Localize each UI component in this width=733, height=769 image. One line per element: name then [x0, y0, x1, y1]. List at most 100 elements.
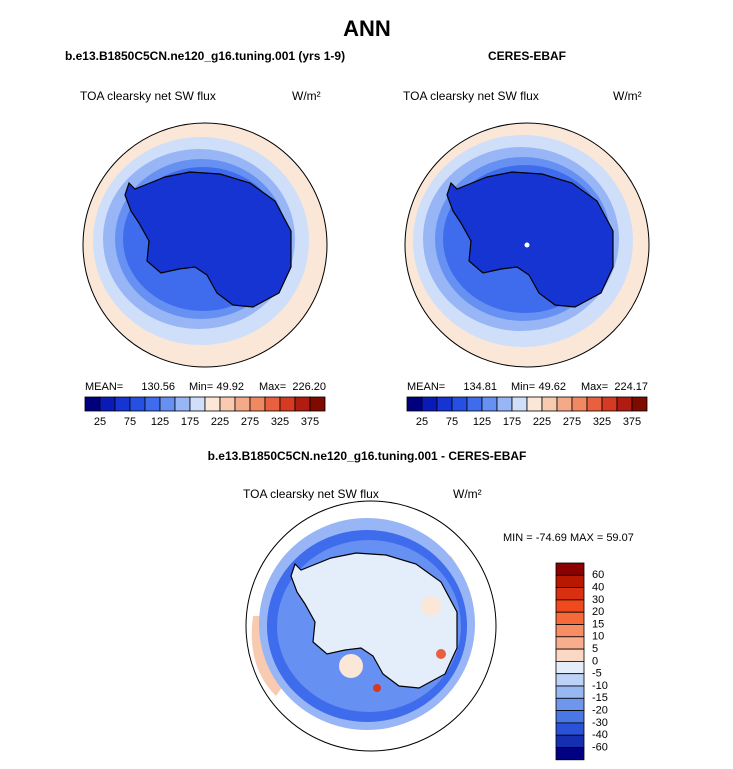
colorbar-label: -60	[592, 741, 608, 753]
colorbar-box	[114, 396, 131, 412]
polar-map	[404, 122, 650, 368]
colorbar-box	[264, 396, 281, 412]
colorbar-label: -5	[592, 668, 602, 680]
colorbar-label: 125	[473, 416, 491, 428]
colorbar-box	[84, 396, 101, 412]
colorbar-box	[555, 710, 585, 724]
colorbar-label: 225	[533, 416, 551, 428]
colorbar-label: 20	[592, 606, 604, 618]
colorbar-box	[309, 396, 326, 412]
stat-value: 226.20	[292, 381, 326, 393]
colorbar-box	[144, 396, 161, 412]
colorbar-label: 25	[94, 416, 106, 428]
colorbar-box	[555, 673, 585, 687]
colorbar-box	[541, 396, 558, 412]
colorbar-box	[421, 396, 438, 412]
colorbar-label: 40	[592, 582, 604, 594]
colorbar-label: 325	[593, 416, 611, 428]
colorbar-label: 375	[301, 416, 319, 428]
colorbar-label: 10	[592, 631, 604, 643]
stat-value: 130.56	[141, 381, 175, 393]
colorbar-label: 5	[592, 643, 598, 655]
colorbar-label: 375	[623, 416, 641, 428]
colorbar-box	[234, 396, 251, 412]
colorbar-label: 225	[211, 416, 229, 428]
units-label: W/m²	[292, 89, 321, 103]
panel-title: CERES-EBAF	[488, 49, 566, 63]
colorbar-box	[555, 599, 585, 613]
colorbar-label: 15	[592, 618, 604, 630]
colorbar-box	[555, 685, 585, 699]
figure-title: ANN	[343, 16, 391, 41]
stat-label: Max=	[581, 381, 608, 393]
colorbar-label: 325	[271, 416, 289, 428]
variable-label: TOA clearsky net SW flux	[80, 89, 216, 103]
colorbar-box	[436, 396, 453, 412]
colorbar-box	[99, 396, 116, 412]
colorbar-box	[556, 396, 573, 412]
colorbar-label: 275	[563, 416, 581, 428]
colorbar-box	[555, 661, 585, 675]
colorbar-box	[616, 396, 633, 412]
stat-label: MEAN=	[407, 381, 445, 393]
colorbar: 25 75 125 175 225 275 325 375	[406, 396, 648, 428]
colorbar-box	[555, 747, 585, 761]
colorbar-box	[496, 396, 513, 412]
colorbar-box	[204, 396, 221, 412]
colorbar-box	[555, 587, 585, 601]
colorbar-box	[129, 396, 146, 412]
stat-label: Max=	[259, 381, 286, 393]
stat-label: Min=	[189, 381, 213, 393]
stat-value: 134.81	[463, 381, 497, 393]
panel-title: b.e13.B1850C5CN.ne120_g16.tuning.001 (yr…	[65, 49, 345, 63]
stat-value: 49.62	[538, 381, 566, 393]
colorbar-label: 60	[592, 569, 604, 581]
colorbar-label: 75	[446, 416, 458, 428]
colorbar-box	[219, 396, 236, 412]
colorbar-box	[451, 396, 468, 412]
units-label: W/m²	[613, 89, 642, 103]
variable-label: TOA clearsky net SW flux	[243, 487, 379, 501]
colorbar-box	[555, 697, 585, 711]
colorbar-box	[555, 648, 585, 662]
colorbar-label: 25	[416, 416, 428, 428]
colorbar-box	[481, 396, 498, 412]
colorbar-box	[555, 611, 585, 625]
colorbar-label: 30	[592, 594, 604, 606]
stat-label: Min=	[511, 381, 535, 393]
stat-label: MEAN=	[85, 381, 123, 393]
colorbar-box	[631, 396, 648, 412]
colorbar-box	[571, 396, 588, 412]
colorbar-box	[555, 722, 585, 736]
colorbar-box	[555, 624, 585, 638]
colorbar-box	[466, 396, 483, 412]
colorbar-label: 75	[124, 416, 136, 428]
colorbar-label: 175	[503, 416, 521, 428]
colorbar-box	[511, 396, 528, 412]
colorbar-box	[294, 396, 311, 412]
colorbar-label: -10	[592, 680, 608, 692]
colorbar-box	[174, 396, 191, 412]
colorbar-box	[526, 396, 543, 412]
colorbar: 25 75 125 175 225 275 325 375	[84, 396, 326, 428]
colorbar-box	[189, 396, 206, 412]
colorbar-label: -30	[592, 717, 608, 729]
colorbar-label: -20	[592, 705, 608, 717]
colorbar-label: 175	[181, 416, 199, 428]
stat-value: 224.17	[614, 381, 648, 393]
colorbar-box	[279, 396, 296, 412]
panel-title: b.e13.B1850C5CN.ne120_g16.tuning.001 - C…	[208, 449, 527, 463]
colorbar-label: -40	[592, 729, 608, 741]
polar-map	[82, 122, 328, 368]
colorbar-box	[555, 636, 585, 650]
colorbar-box	[555, 734, 585, 748]
polar-map	[245, 500, 497, 752]
stat-value: 49.92	[216, 381, 244, 393]
colorbar-label: 0	[592, 655, 598, 667]
colorbar-label: 125	[151, 416, 169, 428]
colorbar-box	[555, 574, 585, 588]
variable-label: TOA clearsky net SW flux	[403, 89, 539, 103]
colorbar-box	[159, 396, 176, 412]
